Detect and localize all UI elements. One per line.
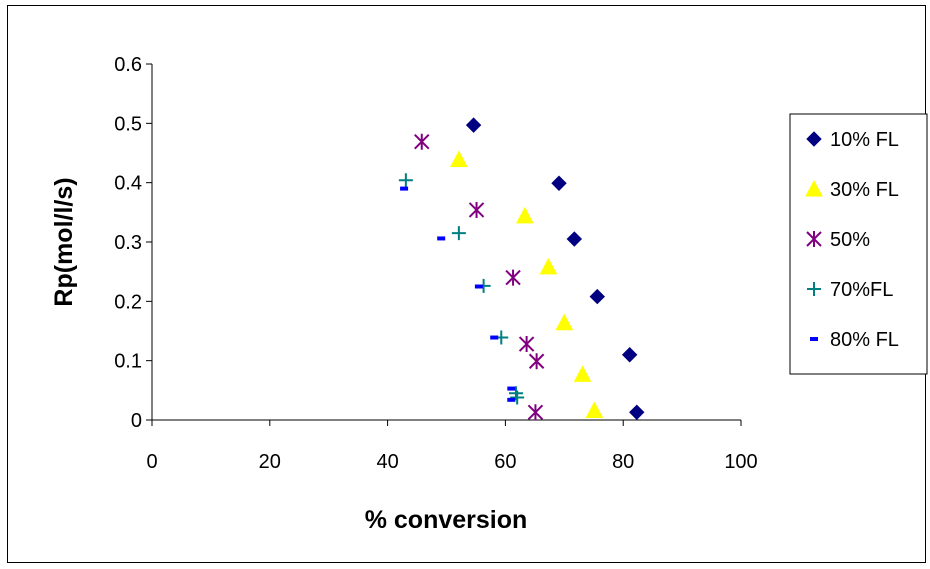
data-point [510,390,525,405]
tick-labels: 0 0.1 0.2 0.3 0.4 0.5 0.6 0 20 40 60 80 100 [114,54,758,473]
data-points [398,117,645,421]
legend-label: 10% FL [830,129,899,151]
x-axis-title: % conversion [365,506,528,534]
data-point [566,231,583,247]
data-point [589,288,605,305]
data-point [527,404,544,421]
legend-item: 80% FL [810,329,899,351]
data-point [507,397,516,402]
series-2 [450,150,604,419]
data-point [437,236,446,241]
data-point [629,404,645,420]
data-point [507,386,516,391]
legend-item: 10% FL [806,129,899,151]
axes [151,64,741,421]
legend-label: 30% FL [830,179,899,201]
data-point [474,284,483,289]
legend-item: 30% FL [805,179,899,201]
y-tick-label: 0.1 [114,351,142,373]
data-point [555,313,574,331]
data-point [518,336,535,353]
legend-marker [806,131,822,147]
x-tick-label: 80 [612,451,634,473]
legend-item: 70%FL [807,279,893,301]
x-tick-label: 100 [724,451,757,473]
legend-label: 70%FL [830,279,893,301]
data-point [450,150,468,168]
x-tick-label: 0 [146,451,157,473]
series-4 [398,173,525,405]
x-tick-label: 20 [259,451,281,473]
data-point [414,133,430,150]
data-point [528,353,545,370]
data-point [621,347,638,363]
x-tick-label: 40 [376,451,398,473]
data-point [468,201,485,218]
data-point [539,257,558,275]
legend-marker [807,282,821,296]
data-point [398,173,413,188]
x-tick-label: 60 [494,451,516,473]
data-point [585,401,604,419]
legend-marker [810,337,818,341]
chart-frame [7,5,926,563]
axis-ticks [146,63,742,426]
data-point [465,117,482,133]
series-3 [414,133,545,421]
y-tick-label: 0 [131,410,142,432]
legend-marker [806,231,822,247]
data-point [551,175,567,191]
y-tick-label: 0.6 [114,54,142,76]
y-axis-title: Rp(mol/l/s) [50,177,78,306]
y-tick-label: 0.3 [114,232,142,254]
data-point [505,269,521,286]
data-point [400,186,409,191]
legend-item: 50% [806,229,870,251]
legend: 10% FL 30% FL 50% 70%FL 80% FL [789,113,928,375]
legend-box [789,113,928,375]
data-point [490,335,499,340]
legend-label: 50% [830,229,870,251]
legend-label: 80% FL [830,329,899,351]
data-point [451,226,466,241]
y-tick-label: 0.5 [114,113,142,135]
data-point [516,206,534,224]
legend-marker [805,179,823,197]
y-tick-label: 0.4 [114,173,142,195]
data-point [573,365,592,382]
series-1 [465,117,645,420]
y-tick-label: 0.2 [114,291,142,313]
series-5 [400,186,516,402]
